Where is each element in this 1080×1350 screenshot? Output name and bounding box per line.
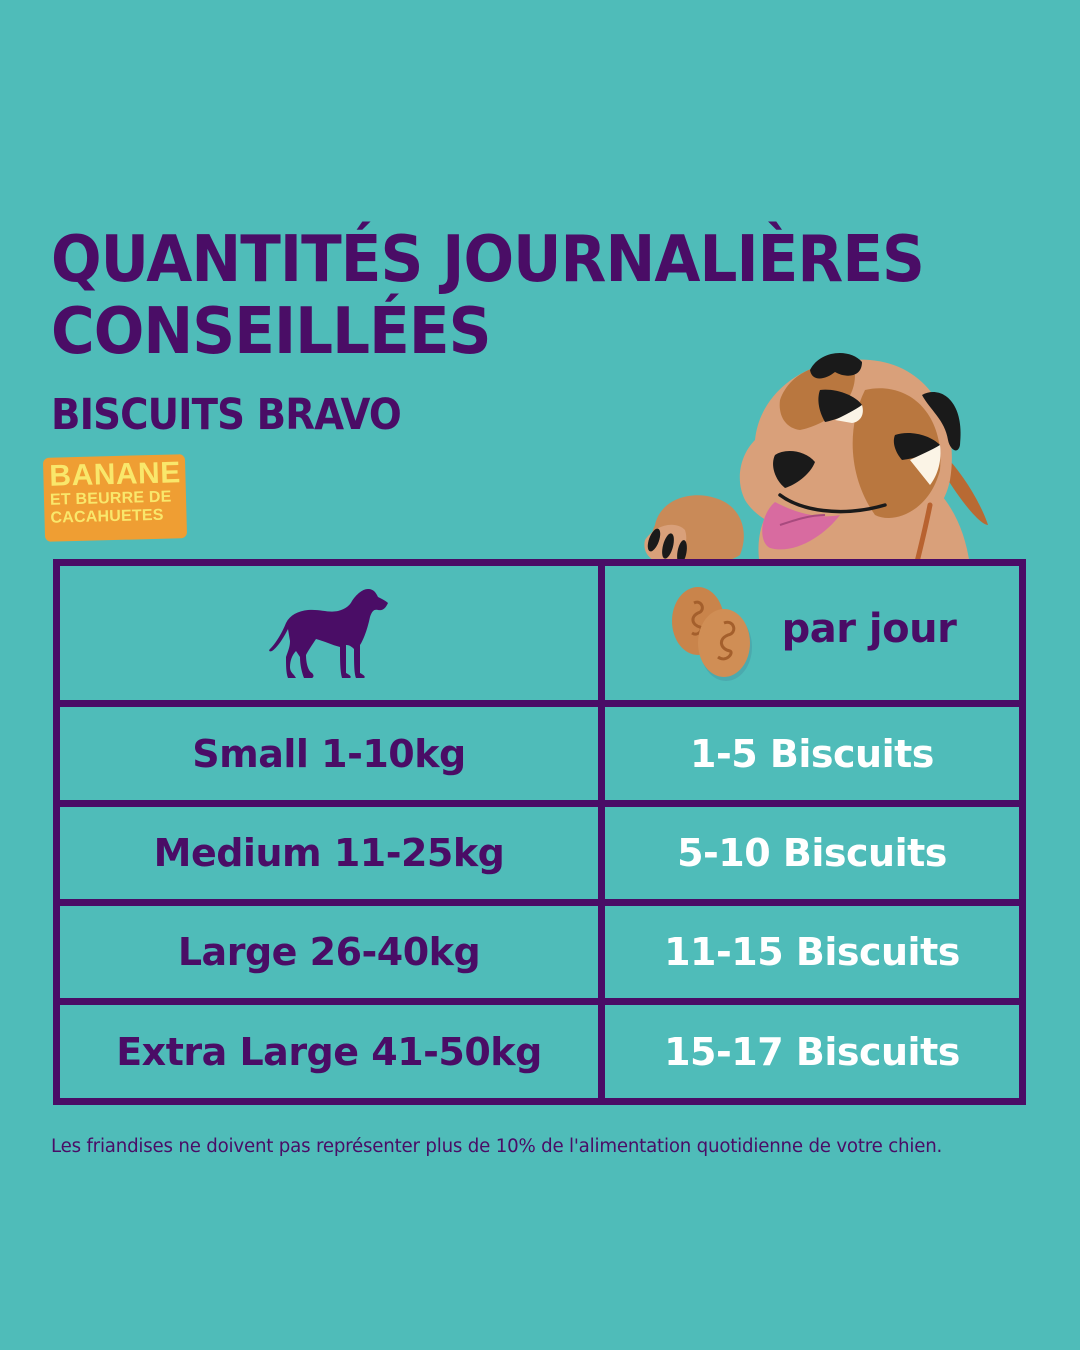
- table-row-size-extra-large: Extra Large 41-50kg: [116, 1029, 542, 1074]
- biscuits-icon: [671, 587, 752, 681]
- flavor-badge-main: BANANE: [48, 456, 182, 493]
- table-row-quantity-small: 1-5 Biscuits: [690, 731, 934, 776]
- row-divider: [60, 800, 1019, 807]
- header-cell-dog-size: [60, 566, 598, 700]
- title-line-1: QUANTITÉS JOURNALIÈRES: [51, 223, 925, 297]
- row-divider: [60, 700, 1019, 707]
- table-row-quantity-extra-large: 15-17 Biscuits: [664, 1029, 960, 1074]
- row-divider: [60, 899, 1019, 906]
- dog-silhouette-icon: [269, 589, 388, 678]
- row-divider: [60, 998, 1019, 1005]
- table-row-size-large: Large 26-40kg: [177, 930, 481, 974]
- feeding-table: par jour Small 1-10kg 1-5 Biscuits Mediu…: [53, 559, 1026, 1105]
- table-row-size-small: Small 1-10kg: [192, 731, 466, 776]
- table-row-quantity-medium: 5-10 Biscuits: [677, 831, 947, 875]
- table-row-quantity-large: 11-15 Biscuits: [664, 930, 960, 974]
- flavor-badge: BANANE ET BEURRE DE CACAHUETES: [42, 454, 188, 542]
- column-divider: [598, 566, 605, 1098]
- page-title: QUANTITÉS JOURNALIÈRES CONSEILLÉES: [51, 223, 925, 369]
- title-line-2: CONSEILLÉES: [51, 295, 491, 369]
- footnote-disclaimer: Les friandises ne doivent pas représente…: [51, 1136, 943, 1157]
- product-subtitle: BISCUITS BRAVO: [51, 390, 402, 440]
- header-cell-per-day: par jour: [605, 566, 1019, 700]
- flavor-badge-line3: CACAHUETES: [50, 506, 164, 527]
- table-row-size-medium: Medium 11-25kg: [153, 831, 505, 875]
- per-day-label: par jour: [781, 606, 957, 652]
- dog-licking-paw-illustration: [644, 352, 988, 566]
